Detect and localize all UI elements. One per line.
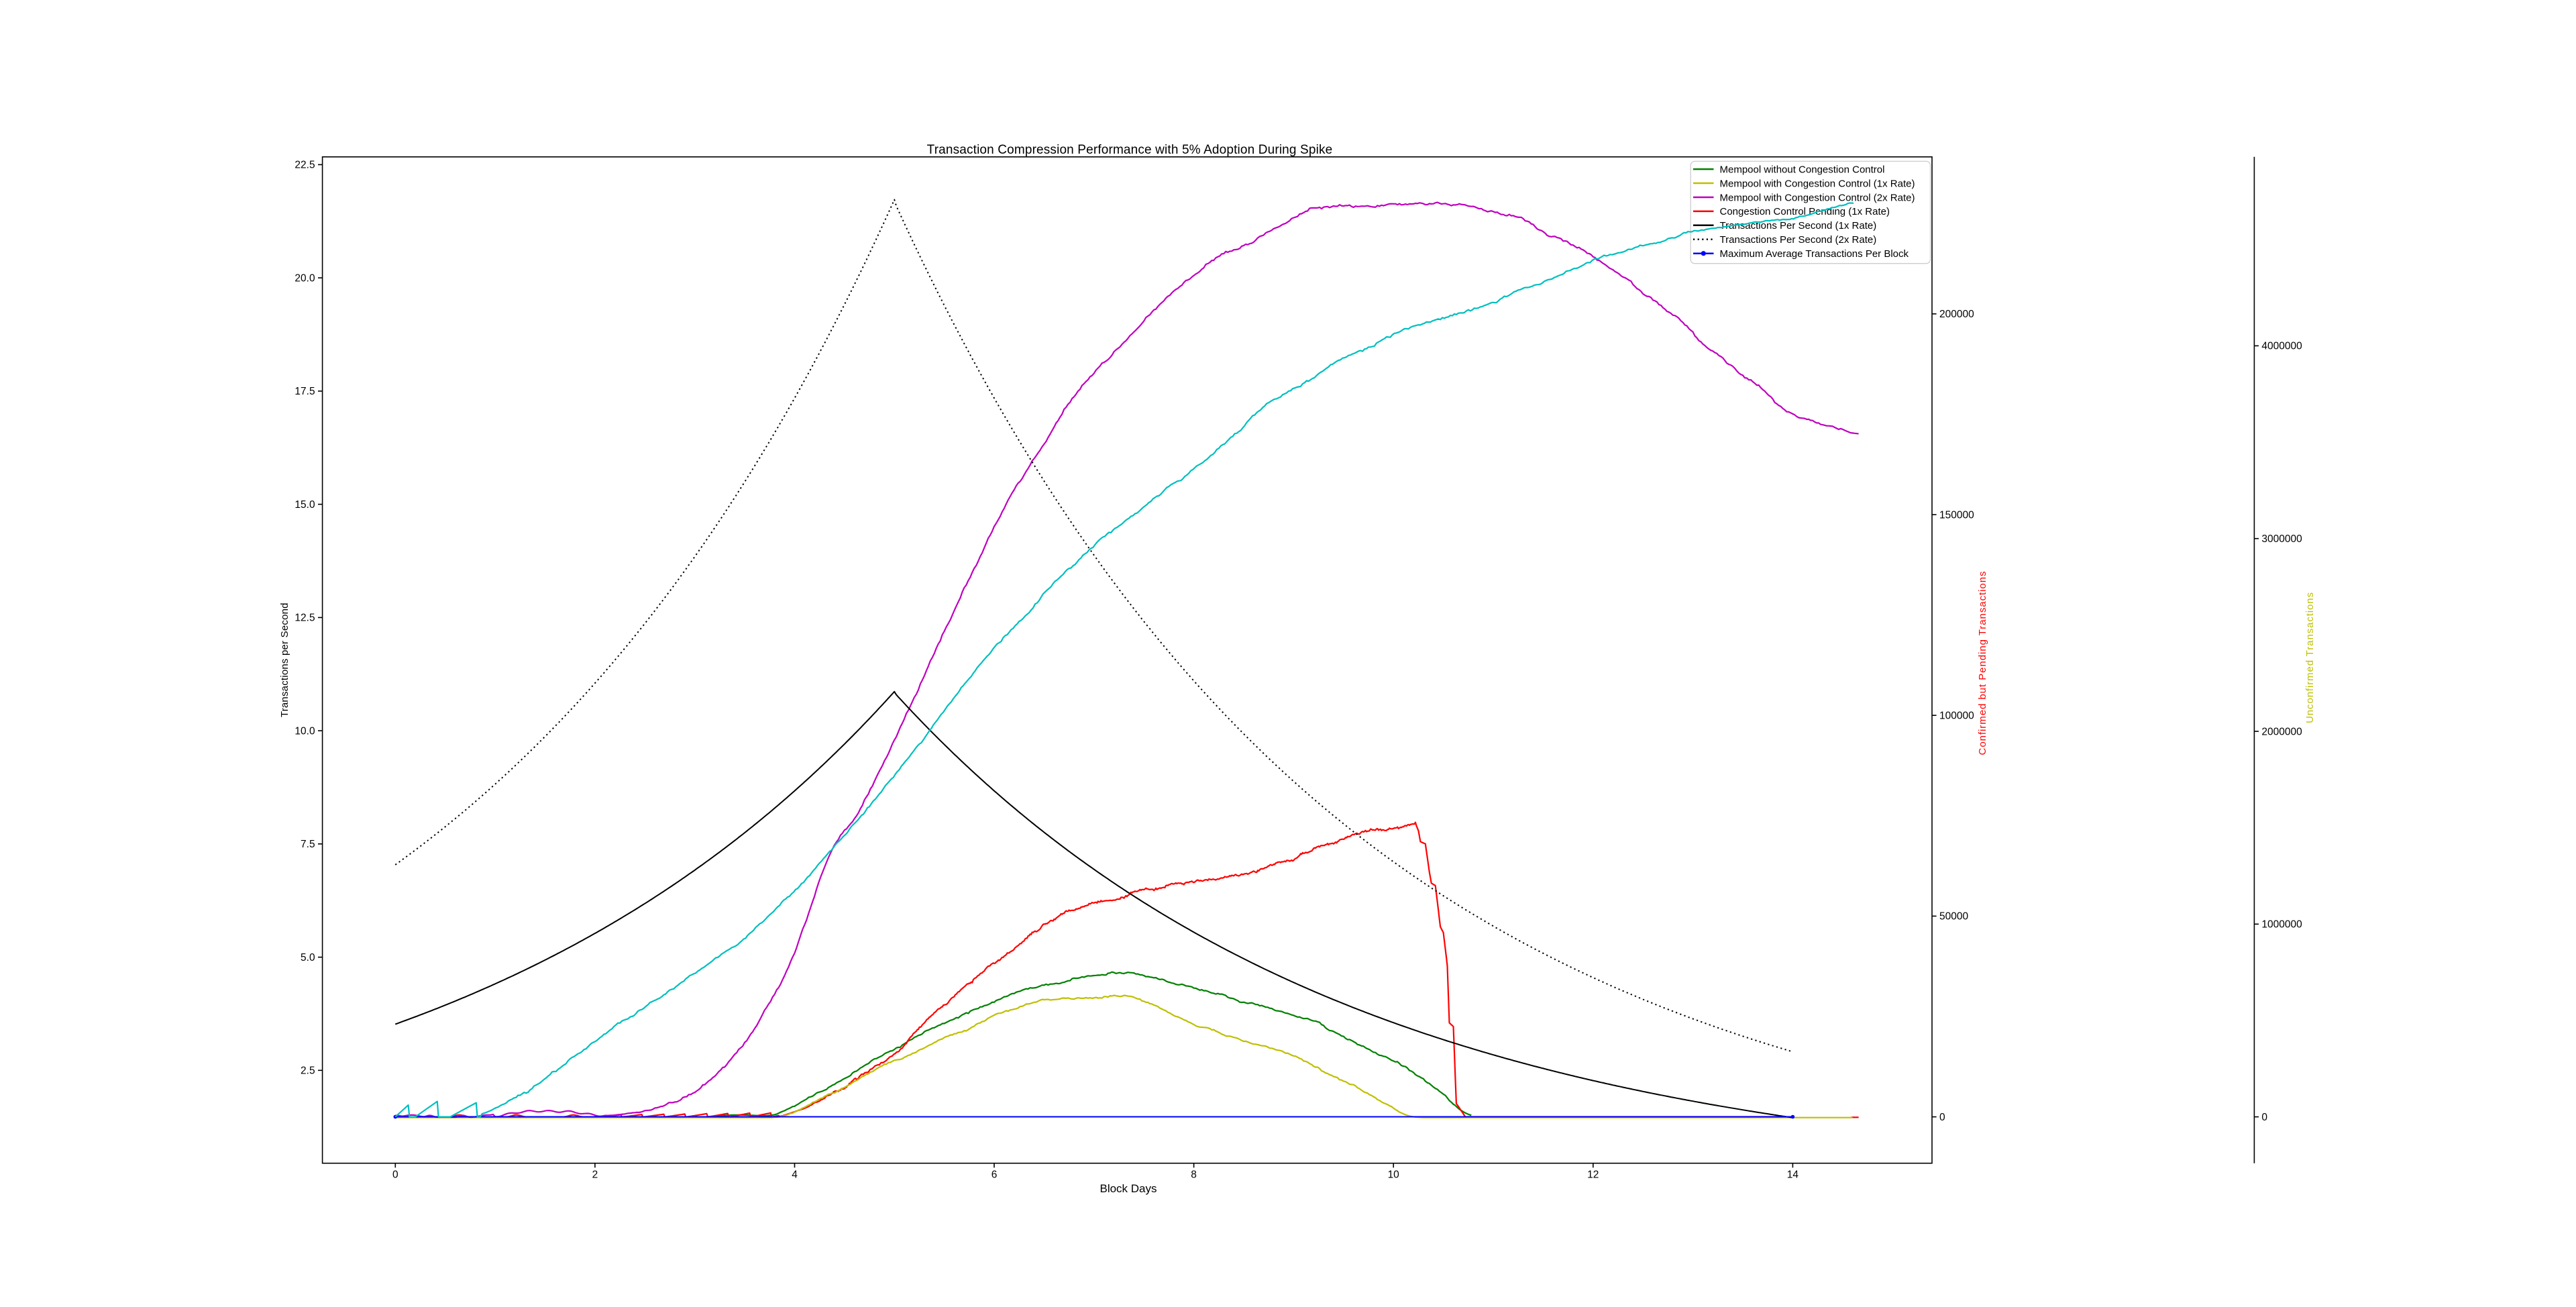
- svg-text:0: 0: [2261, 1112, 2267, 1123]
- svg-text:2: 2: [592, 1169, 598, 1181]
- svg-text:200000: 200000: [1939, 309, 1974, 320]
- svg-text:Transactions Per Second (2x Ra: Transactions Per Second (2x Rate): [1720, 234, 1877, 246]
- svg-text:14: 14: [1787, 1169, 1799, 1181]
- svg-text:Maximum Average Transactions P: Maximum Average Transactions Per Block: [1720, 248, 1909, 260]
- svg-text:10.0: 10.0: [294, 725, 315, 737]
- svg-text:10: 10: [1388, 1169, 1400, 1181]
- svg-text:6: 6: [991, 1169, 998, 1181]
- svg-text:20.0: 20.0: [294, 272, 315, 284]
- svg-text:Transactions Per Second (1x Ra: Transactions Per Second (1x Rate): [1720, 220, 1877, 231]
- svg-text:17.5: 17.5: [294, 386, 315, 397]
- svg-text:Transactions per Second: Transactions per Second: [279, 603, 290, 717]
- svg-text:22.5: 22.5: [294, 160, 315, 171]
- svg-text:Mempool with Congestion Contro: Mempool with Congestion Control (1x Rate…: [1720, 178, 1915, 189]
- svg-text:Congestion Control Pending (1x: Congestion Control Pending (1x Rate): [1720, 206, 1890, 217]
- svg-text:100000: 100000: [1939, 711, 1974, 722]
- svg-text:50000: 50000: [1939, 911, 1968, 923]
- svg-text:4: 4: [792, 1169, 798, 1181]
- svg-text:Transaction Compression Perfor: Transaction Compression Performance with…: [927, 143, 1333, 157]
- svg-text:Mempool with Congestion Contro: Mempool with Congestion Control (2x Rate…: [1720, 192, 1915, 203]
- svg-text:8: 8: [1191, 1169, 1197, 1181]
- svg-text:12.5: 12.5: [294, 613, 315, 624]
- svg-text:4000000: 4000000: [2261, 341, 2302, 352]
- svg-text:3000000: 3000000: [2261, 533, 2302, 545]
- svg-text:2000000: 2000000: [2261, 726, 2302, 737]
- svg-text:7.5: 7.5: [301, 839, 315, 850]
- svg-text:2.5: 2.5: [301, 1065, 315, 1077]
- svg-text:15.0: 15.0: [294, 499, 315, 511]
- svg-text:Block Days: Block Days: [1099, 1182, 1157, 1195]
- svg-text:Mempool without Congestion Con: Mempool without Congestion Control: [1720, 164, 1885, 175]
- svg-text:5.0: 5.0: [301, 952, 315, 963]
- svg-text:150000: 150000: [1939, 509, 1974, 521]
- svg-text:Confirmed but Pending Transact: Confirmed but Pending Transactions: [1977, 571, 1988, 755]
- svg-text:12: 12: [1587, 1169, 1599, 1181]
- svg-text:0: 0: [392, 1169, 398, 1181]
- svg-text:0: 0: [1939, 1112, 1945, 1123]
- svg-text:Unconfirmed Transactions: Unconfirmed Transactions: [2304, 592, 2316, 723]
- svg-text:1000000: 1000000: [2261, 919, 2302, 931]
